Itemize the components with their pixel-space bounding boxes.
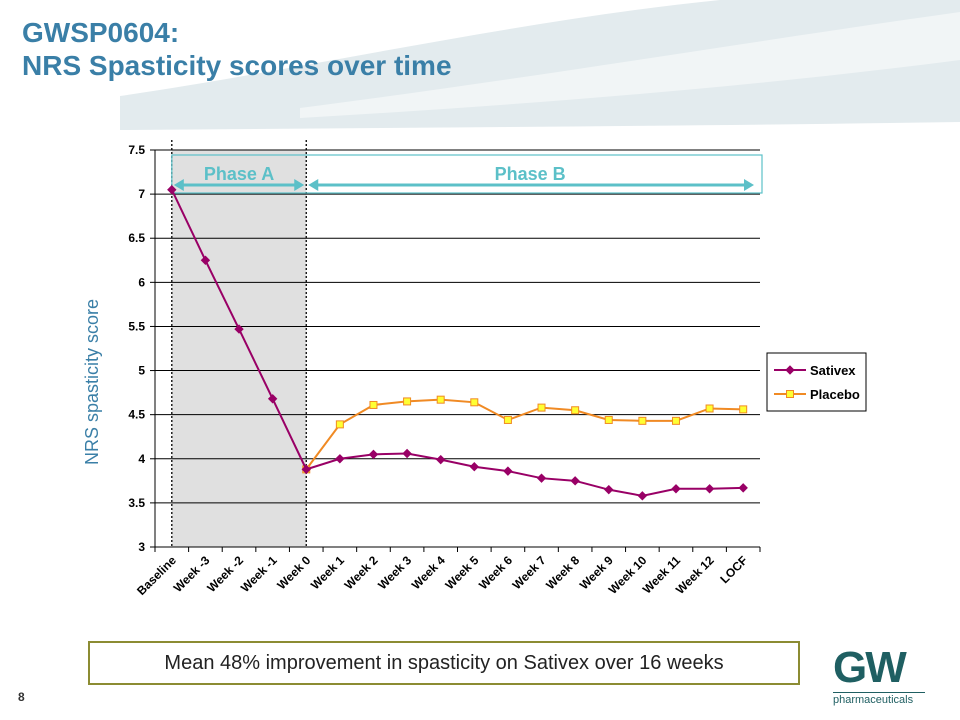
- phase-label-a: Phase A: [204, 164, 274, 184]
- y-tick-label: 4.5: [128, 408, 145, 422]
- x-tick-label: Week 1: [308, 553, 347, 592]
- placebo-point: [739, 405, 748, 414]
- sativex-point: [200, 255, 211, 265]
- phase-b-arrow-head-left: [308, 179, 319, 191]
- title-line-2: NRS Spasticity scores over time: [22, 50, 452, 81]
- y-axis-label: NRS spasticity score: [82, 299, 102, 465]
- placebo-point: [671, 416, 680, 425]
- placebo-point: [604, 415, 613, 424]
- placebo-point: [335, 420, 344, 429]
- sativex-point: [671, 484, 681, 494]
- y-tick-label: 3: [138, 540, 145, 554]
- legend: Sativex Placebo: [766, 352, 867, 412]
- sativex-point: [368, 449, 379, 460]
- data-series: [167, 184, 748, 501]
- sativex-point: [469, 462, 480, 472]
- title-line-1: GWSP0604:: [22, 17, 180, 48]
- x-tick-label: Week -1: [238, 553, 280, 595]
- sativex-series-line: [170, 189, 744, 497]
- y-tick-label: 3.5: [128, 496, 145, 510]
- y-tick-label: 5: [138, 364, 145, 378]
- x-tick-label: Week 2: [342, 553, 381, 592]
- x-tick-label: Baseline: [134, 553, 179, 598]
- sativex-point: [536, 473, 547, 483]
- sativex-point: [704, 484, 715, 494]
- logo-divider: [833, 692, 925, 693]
- x-tick-label: Week 6: [476, 553, 515, 592]
- x-tick-label: Week 8: [543, 553, 582, 592]
- x-tick-label: Week 0: [274, 553, 313, 592]
- placebo-point: [571, 406, 580, 415]
- page-title: GWSP0604: NRS Spasticity scores over tim…: [22, 16, 452, 82]
- x-tick-label: LOCF: [717, 553, 750, 586]
- placebo-point: [537, 403, 546, 412]
- sativex-point: [637, 491, 648, 501]
- y-tick-label: 7: [138, 187, 145, 201]
- sativex-point: [435, 454, 446, 465]
- sativex-point: [301, 464, 311, 475]
- legend-box: [766, 352, 867, 412]
- placebo-series-line: [305, 398, 744, 470]
- placebo-point: [470, 398, 479, 407]
- phase-label-box: [171, 154, 763, 194]
- sativex-point: [267, 394, 278, 404]
- phase-annotations: Phase A Phase B: [173, 164, 754, 191]
- sativex-point: [738, 483, 748, 493]
- sativex-point: [234, 324, 244, 334]
- placebo-point: [503, 415, 512, 424]
- page-number: 8: [18, 690, 25, 704]
- gridlines: [155, 149, 760, 548]
- sativex-point: [402, 448, 412, 459]
- x-tick-label: Week 4: [409, 553, 448, 592]
- legend-sativex-label: Sativex: [810, 363, 856, 378]
- x-tick-label: Week 7: [510, 553, 549, 592]
- gw-pharmaceuticals-logo: GW pharmaceuticals: [833, 646, 933, 708]
- x-tick-label: Week 5: [442, 553, 481, 592]
- y-tick-label: 5.5: [128, 319, 145, 333]
- legend-placebo-label: Placebo: [810, 387, 860, 402]
- logo-mark: GW: [833, 643, 907, 692]
- phase-b-arrow-head-right: [744, 179, 754, 191]
- phase-label-b: Phase B: [495, 164, 566, 184]
- placebo-point: [705, 404, 714, 413]
- placebo-point: [638, 416, 647, 425]
- sativex-point: [570, 476, 580, 486]
- y-tick-label: 6.5: [128, 231, 145, 245]
- placebo-point: [403, 397, 412, 406]
- y-axis-ticks: 3 3.5 4 4.5 5 5.5 6 6.5 7 7.5: [128, 143, 155, 554]
- phase-a-arrow-head-right: [294, 179, 305, 191]
- y-tick-label: 6: [138, 275, 145, 289]
- placebo-point: [436, 395, 445, 404]
- x-tick-label: Week 3: [375, 553, 414, 592]
- y-tick-label: 7.5: [128, 143, 145, 157]
- x-tick-label: Week 12: [673, 553, 717, 597]
- sativex-point: [604, 484, 614, 495]
- phase-a-arrow-head-left: [173, 179, 184, 191]
- sativex-point: [503, 466, 513, 476]
- summary-callout: Mean 48% improvement in spasticity on Sa…: [88, 641, 800, 685]
- x-tick-label: Week -3: [171, 553, 213, 595]
- legend-placebo-marker: [786, 390, 794, 398]
- sativex-point: [335, 454, 345, 464]
- phase-a-shading: [171, 150, 307, 547]
- y-tick-label: 4: [138, 452, 145, 466]
- sativex-point: [167, 184, 177, 195]
- placebo-point: [369, 400, 378, 409]
- x-tick-label: Week -2: [204, 553, 246, 595]
- logo-subtitle: pharmaceuticals: [833, 694, 914, 706]
- legend-sativex-marker: [785, 365, 795, 375]
